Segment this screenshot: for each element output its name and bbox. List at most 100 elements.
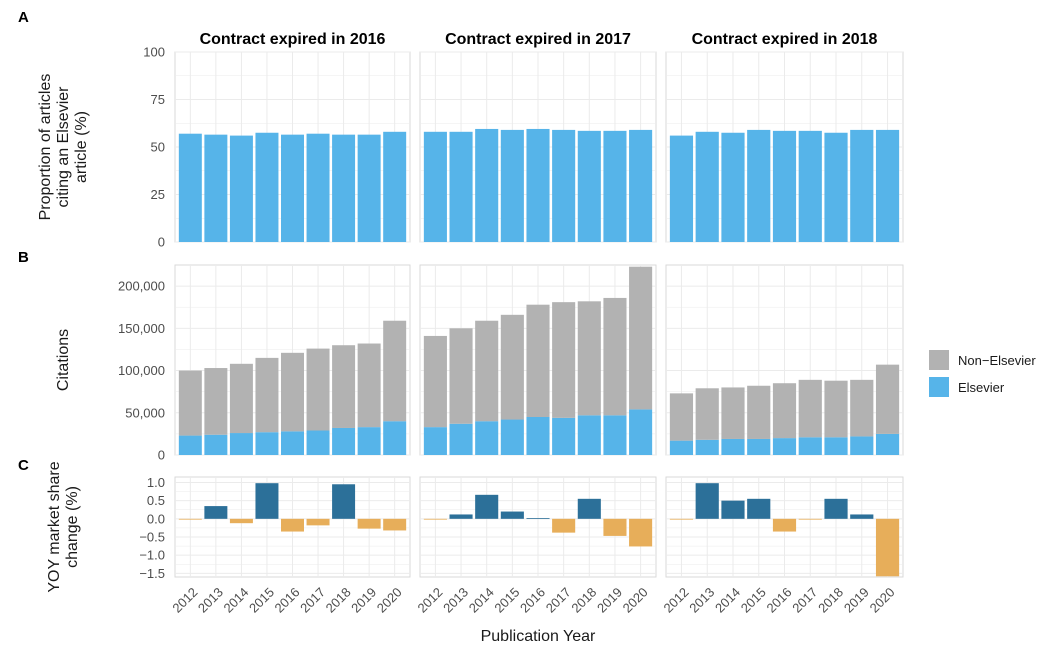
x-tick-label: 2014: [466, 585, 497, 616]
bar-elsevier: [577, 415, 601, 455]
x-tick-label: 2019: [348, 585, 379, 616]
bar-proportion: [383, 131, 407, 242]
bar-non-elsevier: [500, 314, 524, 420]
bar-non-elsevier: [772, 383, 797, 439]
bar-proportion: [721, 132, 745, 242]
legend-label: Non−Elsevier: [958, 353, 1036, 368]
bar-proportion: [875, 129, 900, 242]
bar-yoy: [332, 484, 356, 519]
y-tick-label: 0: [158, 235, 165, 250]
bar-proportion: [669, 135, 694, 242]
x-tick-label: 2017: [297, 585, 328, 616]
y-tick-label: 50,000: [125, 405, 165, 420]
x-tick-label: 2019: [841, 585, 872, 616]
bar-non-elsevier: [449, 328, 473, 424]
bar-proportion: [178, 133, 202, 242]
y-axis-title-line: YOY market share: [46, 461, 63, 592]
bar-proportion: [500, 129, 524, 242]
x-tick-label: 2018: [815, 585, 846, 616]
bar-yoy: [475, 494, 499, 519]
bar-elsevier: [255, 432, 279, 455]
y-tick-label: 25: [151, 187, 165, 202]
panel-tag-c: C: [18, 457, 29, 474]
y-tick-label: −1.5: [139, 566, 165, 581]
bar-yoy: [500, 511, 524, 519]
x-tick-label: 2015: [491, 585, 522, 616]
panels-layer: Proportion of articles citing an Elsevier…: [37, 45, 904, 616]
legend-label: Elsevier: [958, 380, 1005, 395]
legend-item: Elsevier: [929, 377, 1005, 397]
bar-yoy: [383, 518, 407, 531]
bar-non-elsevier: [850, 379, 874, 437]
bar-elsevier: [721, 438, 745, 455]
bar-proportion: [423, 131, 447, 242]
bar-non-elsevier: [577, 301, 601, 416]
bar-non-elsevier: [669, 393, 694, 441]
bar-non-elsevier: [178, 370, 202, 436]
x-tick-label: 2013: [440, 585, 471, 616]
panel-tag-b: B: [18, 249, 29, 266]
bar-yoy: [306, 518, 330, 526]
bar-non-elsevier: [383, 320, 407, 422]
x-tick-label: 2013: [686, 585, 717, 616]
bar-proportion: [255, 132, 279, 242]
x-tick-label: 2012: [661, 585, 692, 616]
bar-yoy: [357, 518, 381, 529]
bar-non-elsevier: [695, 388, 719, 440]
bar-yoy: [772, 518, 797, 532]
bar-non-elsevier: [798, 379, 822, 438]
bar-elsevier: [850, 436, 874, 455]
x-tick-label: 2012: [169, 585, 200, 616]
bar-elsevier: [383, 421, 407, 455]
facet-titles-layer: Contract expired in 2016 Contract expired…: [200, 31, 878, 48]
bar-proportion: [552, 129, 576, 242]
bar-proportion: [603, 130, 627, 242]
bar-elsevier: [603, 415, 627, 455]
x-tick-label: 2018: [568, 585, 599, 616]
bar-yoy: [747, 498, 771, 519]
facet-title-3: Contract expired in 2018: [692, 31, 878, 48]
bar-elsevier: [695, 439, 719, 455]
bar-elsevier: [178, 435, 202, 455]
y-tick-label: 75: [151, 92, 165, 107]
y-axis-title-line: article (%): [73, 111, 90, 183]
bar-elsevier: [875, 433, 900, 455]
x-tick-label: 2015: [246, 585, 277, 616]
bar-elsevier: [281, 431, 304, 455]
bar-non-elsevier: [721, 387, 745, 439]
bar-yoy: [629, 518, 653, 547]
panel-tag-a: A: [18, 9, 29, 26]
y-axis-title-line: Citations: [55, 329, 72, 391]
bar-non-elsevier: [357, 343, 381, 428]
bar-non-elsevier: [629, 266, 653, 410]
bar-yoy: [204, 506, 228, 519]
bar-elsevier: [423, 427, 447, 455]
bar-yoy: [669, 518, 694, 520]
bar-yoy: [603, 518, 627, 536]
x-tick-label: 2020: [620, 585, 651, 616]
panel-c: YOY market share change (%) 1.0 0.5 0.0 −0.5 −…: [46, 461, 904, 616]
legend-swatch: [929, 377, 949, 397]
y-tick-label: 0: [158, 448, 165, 463]
bar-yoy: [229, 518, 253, 524]
bar-yoy: [875, 518, 900, 577]
bar-non-elsevier: [552, 302, 576, 418]
bar-yoy: [281, 518, 304, 532]
bar-yoy: [577, 498, 601, 519]
bar-non-elsevier: [875, 364, 900, 434]
y-tick-label: 100,000: [118, 363, 165, 378]
x-tick-label: 2016: [764, 585, 795, 616]
bar-yoy: [552, 518, 576, 533]
y-tick-label: 0.5: [147, 493, 165, 508]
bar-yoy: [526, 518, 550, 519]
x-tick-label: 2017: [543, 585, 574, 616]
x-tick-label: 2020: [374, 585, 405, 616]
bar-yoy: [695, 483, 719, 519]
bar-proportion: [577, 130, 601, 242]
bar-elsevier: [306, 430, 330, 455]
bar-yoy: [255, 483, 279, 519]
x-tick-label: 2015: [738, 585, 769, 616]
x-tick-label: 2013: [195, 585, 226, 616]
bar-elsevier: [669, 440, 694, 455]
